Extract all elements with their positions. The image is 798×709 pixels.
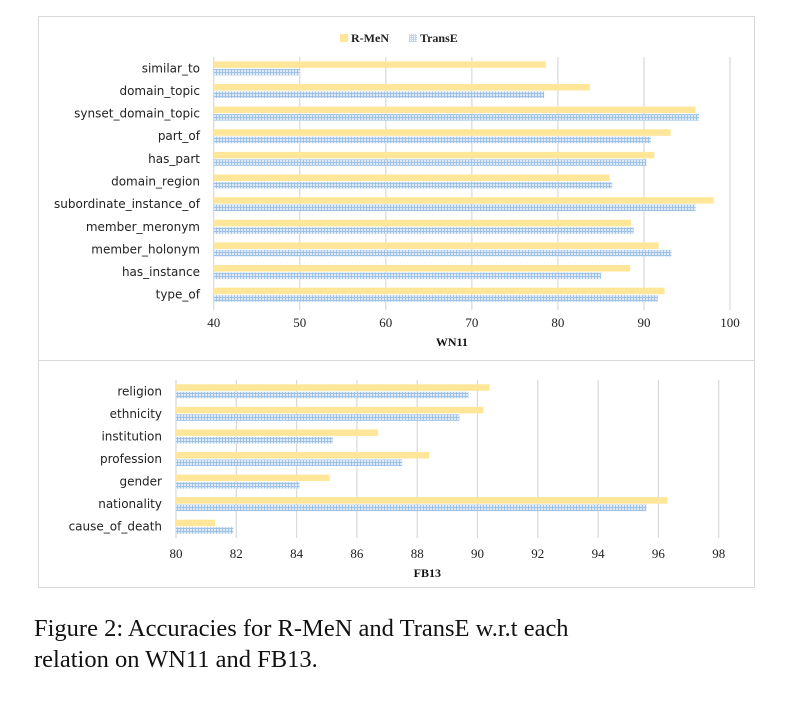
fb13-bar-transe <box>176 504 647 512</box>
wn11-bar-transe <box>213 227 634 234</box>
fb13-bar-rmen <box>176 406 484 414</box>
wn11-tick-label: 50 <box>293 315 306 330</box>
wn11-category-label: subordinate_instance_of <box>54 197 201 211</box>
wn11-bar-transe <box>213 114 700 121</box>
wn11-bar-transe <box>213 249 672 257</box>
fb13-bar-rmen <box>176 384 490 391</box>
fb13-tick-label: 94 <box>592 546 606 561</box>
legend-item-rmen: R-MeN <box>340 31 389 46</box>
figure-frame <box>38 16 755 588</box>
fb13-bar-transe <box>176 436 333 444</box>
caption-line-2: relation on WN11 and FB13. <box>34 646 318 673</box>
fb13-category-label: cause_of_death <box>69 520 162 534</box>
wn11-bar-rmen <box>213 242 659 249</box>
fb13-tick-label: 80 <box>170 546 183 561</box>
fb13-bar-rmen <box>176 429 379 436</box>
wn11-category-label: domain_region <box>111 175 200 189</box>
fb13-category-label: nationality <box>98 497 162 511</box>
legend-label-transe: TransE <box>419 30 458 45</box>
wn11-bar-rmen <box>213 287 665 295</box>
wn11-axis-title: WN11 <box>436 335 468 349</box>
figure-caption: Figure 2: Accuracies for R-MeN and Trans… <box>34 613 774 675</box>
fb13-bar-rmen <box>176 497 668 504</box>
wn11-category-label: has_instance <box>122 265 200 279</box>
fb13-bar-transe <box>176 482 300 489</box>
fb13-category-label: institution <box>101 429 162 443</box>
wn11-tick-label: 90 <box>637 315 650 330</box>
fb13-bar-transe <box>176 391 469 399</box>
wn11-bar-transe <box>213 204 696 212</box>
wn11-category-label: type_of <box>156 288 201 302</box>
wn11-tick-label: 70 <box>465 315 478 330</box>
fb13-bar-transe <box>176 459 403 466</box>
wn11-bar-transe <box>213 295 658 302</box>
wn11-category-label: member_meronym <box>86 220 200 234</box>
fb13-category-label: profession <box>100 452 162 466</box>
fb13-tick-label: 86 <box>350 546 364 561</box>
fb13-tick-label: 98 <box>712 546 725 561</box>
fb13-category-label: ethnicity <box>110 407 162 421</box>
wn11-bar-rmen <box>213 174 610 181</box>
wn11-tick-label: 60 <box>379 315 392 330</box>
fb13-bar-rmen <box>176 452 430 459</box>
legend-item-transe: TransE <box>408 30 458 46</box>
legend-label-rmen: R-MeN <box>351 30 389 45</box>
legend-swatch-transe <box>408 34 417 42</box>
wn11-category-label: part_of <box>158 129 201 143</box>
wn11-bar-transe <box>213 159 647 166</box>
wn11-bar-transe <box>213 91 545 98</box>
chart-divider <box>38 360 755 361</box>
wn11-tick-label: 40 <box>207 315 220 330</box>
fb13-bar-transe <box>176 527 234 534</box>
wn11-category-label: synset_domain_topic <box>74 107 200 121</box>
wn11-bar-transe <box>213 136 651 144</box>
fb13-bar-rmen <box>176 474 330 482</box>
wn11-bar-transe <box>213 272 601 280</box>
legend-swatch-rmen <box>340 34 348 42</box>
fb13-axis-title: FB13 <box>414 566 441 580</box>
wn11-bar-rmen <box>213 106 696 114</box>
fb13-tick-label: 96 <box>652 546 666 561</box>
fb13-tick-label: 84 <box>290 546 304 561</box>
wn11-bar-rmen <box>213 197 714 204</box>
fb13-bar-rmen <box>176 519 216 527</box>
wn11-bar-rmen <box>213 151 655 159</box>
wn11-bar-rmen <box>213 219 632 227</box>
wn11-bar-rmen <box>213 83 590 91</box>
wn11-tick-label: 100 <box>720 315 740 330</box>
legend: R-MeN TransE <box>340 30 458 46</box>
wn11-bar-rmen <box>213 265 631 272</box>
caption-line-1: Figure 2: Accuracies for R-MeN and Trans… <box>34 615 569 642</box>
fb13-tick-label: 92 <box>531 546 544 561</box>
wn11-category-label: domain_topic <box>119 84 200 98</box>
fb13-tick-label: 90 <box>471 546 484 561</box>
fb13-tick-label: 82 <box>230 546 243 561</box>
fb13-tick-label: 88 <box>411 546 424 561</box>
wn11-bar-rmen <box>213 129 671 136</box>
fb13-bar-transe <box>176 414 460 421</box>
fb13-category-label: religion <box>117 384 162 398</box>
wn11-bar-transe <box>213 68 300 76</box>
wn11-bar-transe <box>213 182 613 189</box>
wn11-tick-label: 80 <box>551 315 564 330</box>
wn11-category-label: member_holonym <box>91 242 200 256</box>
wn11-bar-rmen <box>213 61 546 68</box>
wn11-category-label: similar_to <box>142 61 200 75</box>
fb13-category-label: gender <box>119 475 162 489</box>
wn11-category-label: has_part <box>148 152 200 166</box>
